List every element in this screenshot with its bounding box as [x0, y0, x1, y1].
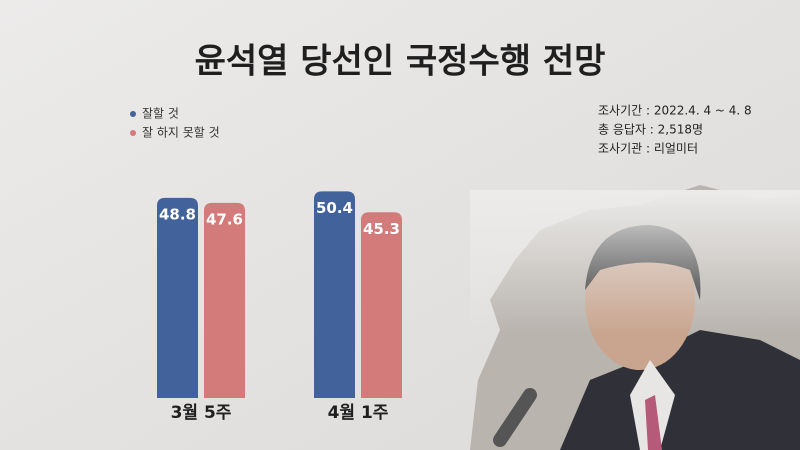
- notes: 조사기간 : 2022.4. 4 ~ 4. 8 총 응답자 : 2,518명조사기…: [598, 104, 752, 156]
- note: 총 응답자 : 2,518명: [598, 123, 703, 137]
- value-label: 47.6: [206, 210, 243, 228]
- note: 조사기간 : 2022.4. 4 ~ 4. 8: [598, 104, 752, 118]
- bar: [204, 202, 245, 398]
- value-label: 48.8: [159, 205, 196, 223]
- legend-label: 잘할 것: [142, 107, 179, 121]
- bar: [314, 191, 355, 398]
- value-label: 50.4: [316, 199, 353, 217]
- value-label: 45.3: [363, 220, 400, 238]
- bar: [157, 197, 198, 398]
- x-tick-label: 3월 5주: [171, 403, 232, 423]
- legend-label: 잘 하지 못할 것: [142, 126, 220, 140]
- x-tick-label: 4월 1주: [328, 403, 389, 423]
- legend-swatch: [130, 130, 136, 136]
- plot: 48.8 47.6 3월 5주 50.4 45.3 4월 1주: [157, 191, 402, 423]
- bar: [361, 212, 402, 398]
- legend-swatch: [130, 111, 136, 117]
- chart-title: 윤석열 당선인 국정수행 전망: [195, 42, 606, 82]
- legend: 잘할 것잘 하지 못할 것: [130, 107, 220, 140]
- note: 조사기관 : 리얼미터: [598, 142, 698, 156]
- photo: [470, 185, 800, 450]
